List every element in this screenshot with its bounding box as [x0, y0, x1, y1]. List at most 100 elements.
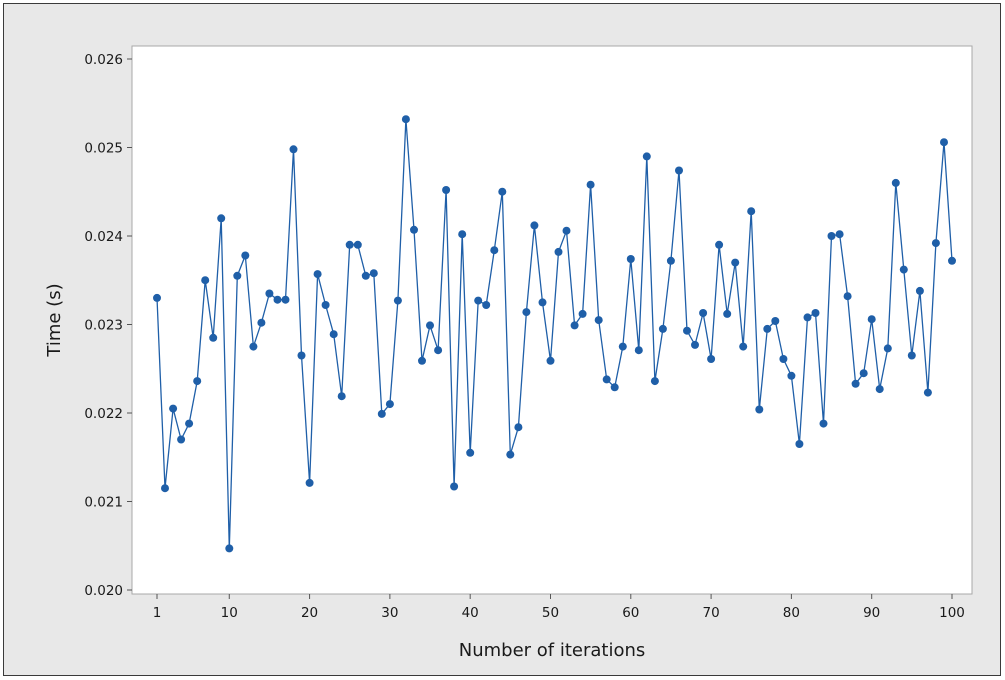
data-point — [851, 379, 860, 388]
data-point — [434, 346, 443, 355]
data-point — [361, 271, 370, 280]
data-point — [249, 342, 258, 351]
data-point — [923, 388, 932, 397]
x-tick-label: 70 — [702, 605, 719, 621]
data-point — [819, 419, 828, 428]
data-point — [201, 276, 210, 285]
data-point — [321, 301, 330, 309]
data-point — [329, 330, 338, 339]
data-point — [522, 308, 531, 317]
data-point — [771, 317, 780, 325]
data-point — [570, 321, 579, 330]
x-tick-label: 20 — [301, 605, 318, 621]
data-point — [940, 138, 948, 147]
y-tick-label: 0.024 — [84, 229, 123, 245]
data-point — [618, 342, 627, 351]
data-point — [305, 478, 314, 487]
data-point — [450, 482, 459, 491]
data-point — [217, 214, 226, 223]
data-point — [546, 356, 555, 365]
data-point — [867, 315, 876, 324]
data-point — [241, 251, 250, 260]
x-axis-title: Number of iterations — [459, 640, 646, 661]
data-point — [233, 271, 242, 280]
data-point — [675, 166, 683, 175]
data-point — [193, 377, 202, 386]
data-point — [490, 246, 499, 255]
data-point — [642, 152, 651, 161]
data-point — [353, 240, 362, 249]
data-point — [466, 448, 475, 457]
data-point — [666, 256, 675, 265]
data-point — [731, 258, 740, 267]
data-point — [787, 371, 796, 380]
time-vs-iterations-line-chart: 0.020 0.021 0.022 0.023 0.024 0.025 0.026 1 10 2… — [44, 45, 973, 661]
data-point — [410, 225, 418, 234]
data-point — [474, 296, 483, 305]
data-point — [458, 230, 467, 239]
data-point — [835, 230, 844, 239]
data-point — [289, 145, 298, 154]
data-point — [169, 404, 178, 413]
data-point — [538, 298, 547, 307]
data-point — [482, 301, 491, 309]
data-point — [626, 255, 635, 263]
data-point — [899, 265, 908, 274]
x-tick-label: 50 — [542, 605, 559, 621]
data-point — [393, 296, 402, 305]
data-point — [273, 295, 282, 304]
data-point — [803, 313, 812, 322]
data-point — [265, 289, 274, 298]
data-point — [594, 316, 603, 325]
data-point — [755, 405, 764, 414]
data-point — [530, 221, 539, 230]
data-point — [498, 187, 507, 196]
y-tick-label: 0.021 — [84, 495, 123, 511]
data-point — [948, 256, 956, 265]
data-point — [907, 351, 916, 360]
data-point — [723, 309, 732, 318]
x-tick-label: 10 — [221, 605, 238, 621]
data-point — [554, 247, 563, 256]
data-point — [578, 309, 587, 318]
series-group — [153, 115, 956, 553]
data-point — [426, 321, 434, 330]
data-point — [715, 240, 724, 249]
y-tick-label: 0.023 — [84, 318, 123, 334]
x-tick-label: 80 — [783, 605, 800, 621]
x-tick-label: 100 — [939, 605, 965, 621]
data-point — [699, 309, 708, 317]
data-point — [257, 318, 266, 327]
data-point — [401, 115, 410, 124]
data-point — [377, 409, 386, 418]
y-tick-label: 0.020 — [84, 583, 123, 599]
data-point — [337, 392, 346, 401]
data-point — [683, 326, 691, 335]
data-point — [763, 324, 772, 333]
data-point — [891, 178, 900, 187]
data-point — [610, 383, 619, 392]
data-point — [634, 346, 643, 355]
data-point — [385, 400, 394, 409]
y-tick-label: 0.025 — [84, 141, 123, 157]
data-point — [185, 419, 194, 428]
data-point — [859, 369, 868, 378]
data-point — [442, 186, 451, 194]
data-point — [883, 344, 892, 353]
data-point — [506, 450, 515, 459]
data-point — [779, 355, 788, 363]
data-point — [369, 269, 378, 278]
data-point — [843, 292, 852, 301]
data-point — [707, 355, 716, 363]
data-point — [931, 239, 940, 248]
data-point — [225, 544, 234, 553]
data-point — [650, 377, 659, 386]
data-point — [153, 293, 161, 302]
data-point — [177, 435, 186, 444]
data-point — [418, 356, 426, 365]
data-point — [562, 226, 571, 235]
x-axis: 1 10 20 30 40 50 60 70 80 90 100 — [153, 594, 965, 621]
data-point — [161, 484, 169, 493]
y-tick-label: 0.022 — [84, 406, 123, 422]
data-point — [747, 207, 756, 216]
